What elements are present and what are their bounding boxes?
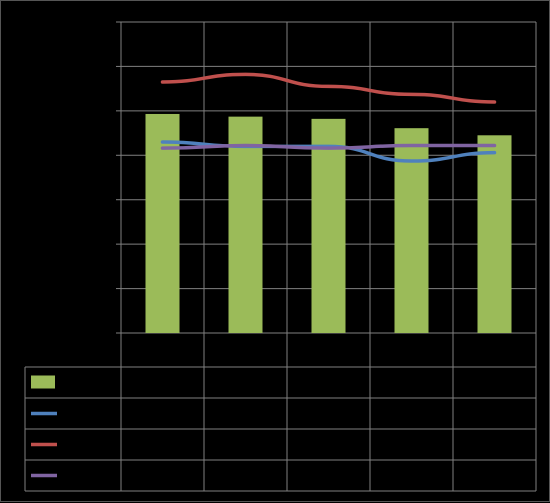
series-line-2 [163,74,495,102]
bar-mark [229,117,263,333]
bar-mark [478,135,512,333]
legend-key-bar [31,376,55,389]
bar-mark [312,119,346,333]
line-series [162,74,494,161]
data-table [25,333,536,491]
